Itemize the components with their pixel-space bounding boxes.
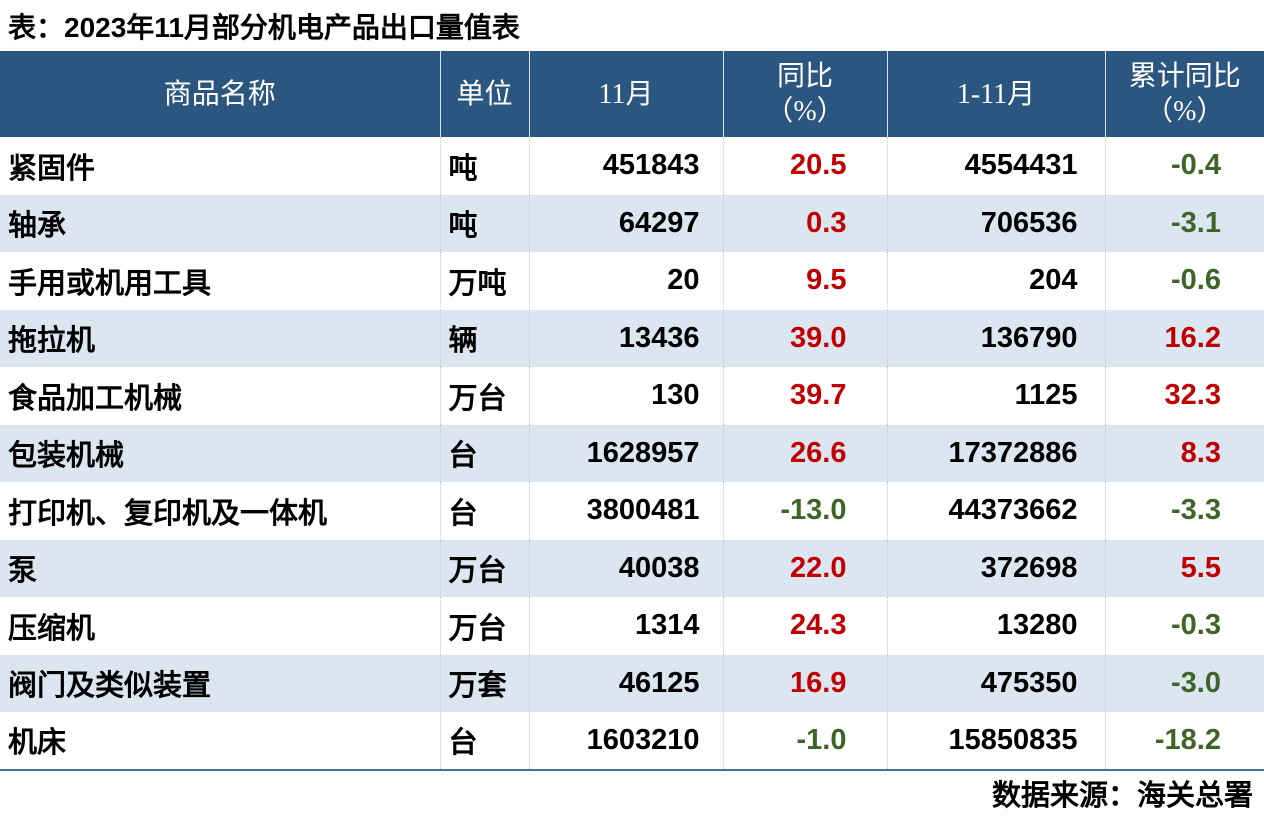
cum-yoy-value: -3.1 [1104, 194, 1264, 252]
nov-value: 1603210 [528, 712, 723, 771]
cum-value: 44373662 [886, 482, 1105, 540]
export-table: 商品名称 单位 11月 同比 （%） 1-11月 累计同比 （%） 紧固件 吨 … [0, 51, 1264, 771]
unit-cell: 台 [439, 712, 529, 771]
nov-value: 1628957 [528, 424, 723, 482]
table-row: 打印机、复印机及一体机 台 3800481 -13.0 44373662 -3.… [0, 482, 1264, 540]
header-cum-yoy: 累计同比 （%） [1104, 51, 1264, 137]
header-cum: 1-11月 [886, 51, 1105, 137]
nov-value: 46125 [528, 654, 723, 712]
unit-cell: 万吨 [439, 252, 529, 310]
yoy-value: 20.5 [722, 137, 887, 195]
unit-cell: 万套 [439, 654, 529, 712]
product-name: 阀门及类似装置 [8, 670, 212, 703]
product-name: 打印机、复印机及一体机 [8, 497, 328, 530]
table-row: 机床 台 1603210 -1.0 15850835 -18.2 [0, 712, 1264, 771]
header-yoy-line1: 同比 [776, 61, 833, 92]
unit-cell: 台 [439, 424, 529, 482]
unit-cell: 万台 [439, 539, 529, 597]
product-name: 拖拉机 [8, 325, 96, 358]
cum-yoy-value: -0.4 [1104, 137, 1264, 195]
header-row: 商品名称 单位 11月 同比 （%） 1-11月 累计同比 （%） [0, 51, 1264, 137]
table-row: 拖拉机 辆 13436 39.0 136790 16.2 [0, 309, 1264, 367]
unit-cell: 台 [439, 482, 529, 540]
cum-yoy-value: 16.2 [1104, 309, 1264, 367]
product-name: 包装机械 [8, 440, 125, 473]
cum-yoy-value: 32.3 [1104, 367, 1264, 425]
header-yoy-line2: （%） [765, 96, 845, 127]
table-row: 紧固件 吨 451843 20.5 4554431 -0.4 [0, 137, 1264, 195]
yoy-value: 22.0 [722, 539, 887, 597]
yoy-value: 39.7 [722, 367, 887, 425]
cum-value: 15850835 [886, 712, 1105, 771]
cum-yoy-value: -0.6 [1104, 252, 1264, 310]
cum-yoy-value: 8.3 [1104, 424, 1264, 482]
cum-yoy-value: -3.0 [1104, 654, 1264, 712]
cum-value: 204 [886, 252, 1105, 310]
yoy-value: 26.6 [722, 424, 887, 482]
header-cum-yoy-line2: （%） [1145, 96, 1225, 127]
product-name: 食品加工机械 [8, 382, 183, 415]
unit-cell: 吨 [439, 194, 529, 252]
nov-value: 130 [528, 367, 723, 425]
yoy-value: 0.3 [722, 194, 887, 252]
header-cum-yoy-line1: 累计同比 [1128, 61, 1241, 92]
unit-cell: 吨 [439, 137, 529, 195]
unit-cell: 万台 [439, 597, 529, 655]
yoy-value: 24.3 [722, 597, 887, 655]
table-row: 轴承 吨 64297 0.3 706536 -3.1 [0, 194, 1264, 252]
product-name: 机床 [0, 712, 440, 771]
nov-value: 13436 [528, 309, 723, 367]
nov-value: 3800481 [528, 482, 723, 540]
yoy-value: 39.0 [722, 309, 887, 367]
header-yoy: 同比 （%） [722, 51, 887, 137]
cum-yoy-value: -0.3 [1104, 597, 1264, 655]
cum-value: 4554431 [886, 137, 1105, 195]
product-name: 手用或机用工具 [8, 267, 212, 300]
nov-value: 1314 [528, 597, 723, 655]
yoy-value: 16.9 [722, 654, 887, 712]
product-name: 轴承 [8, 210, 67, 243]
cum-value: 136790 [886, 309, 1105, 367]
cum-value: 1125 [886, 367, 1105, 425]
cum-yoy-value: -3.3 [1104, 482, 1264, 540]
nov-value: 20 [528, 252, 723, 310]
page-title: 表：2023年11月部分机电产品出口量值表 [8, 12, 520, 43]
yoy-value: 9.5 [722, 252, 887, 310]
table-row: 食品加工机械 万台 130 39.7 1125 32.3 [0, 367, 1264, 425]
table-row: 阀门及类似装置 万套 46125 16.9 475350 -3.0 [0, 654, 1264, 712]
cum-yoy-value: -18.2 [1104, 712, 1264, 771]
cum-value: 13280 [886, 597, 1105, 655]
cum-value: 706536 [886, 194, 1105, 252]
table-row: 包装机械 台 1628957 26.6 17372886 8.3 [0, 424, 1264, 482]
unit-cell: 万台 [439, 367, 529, 425]
product-name: 压缩机 [8, 612, 96, 645]
header-product: 商品名称 [0, 51, 440, 137]
nov-value: 40038 [528, 539, 723, 597]
header-unit: 单位 [439, 51, 529, 137]
header-nov: 11月 [528, 51, 723, 137]
nov-value: 451843 [528, 137, 723, 195]
yoy-value: -13.0 [722, 482, 887, 540]
data-source: 数据来源：海关总署 [991, 779, 1253, 812]
cum-value: 372698 [886, 539, 1105, 597]
nov-value: 64297 [528, 194, 723, 252]
table-row: 压缩机 万台 1314 24.3 13280 -0.3 [0, 597, 1264, 655]
cum-value: 17372886 [886, 424, 1105, 482]
table-row: 手用或机用工具 万吨 20 9.5 204 -0.6 [0, 252, 1264, 310]
unit-cell: 辆 [439, 309, 529, 367]
table-row: 泵 万台 40038 22.0 372698 5.5 [0, 539, 1264, 597]
cum-yoy-value: 5.5 [1104, 539, 1264, 597]
product-name: 紧固件 [8, 152, 96, 185]
cum-value: 475350 [886, 654, 1105, 712]
yoy-value: -1.0 [722, 712, 887, 771]
product-name: 泵 [8, 555, 38, 588]
